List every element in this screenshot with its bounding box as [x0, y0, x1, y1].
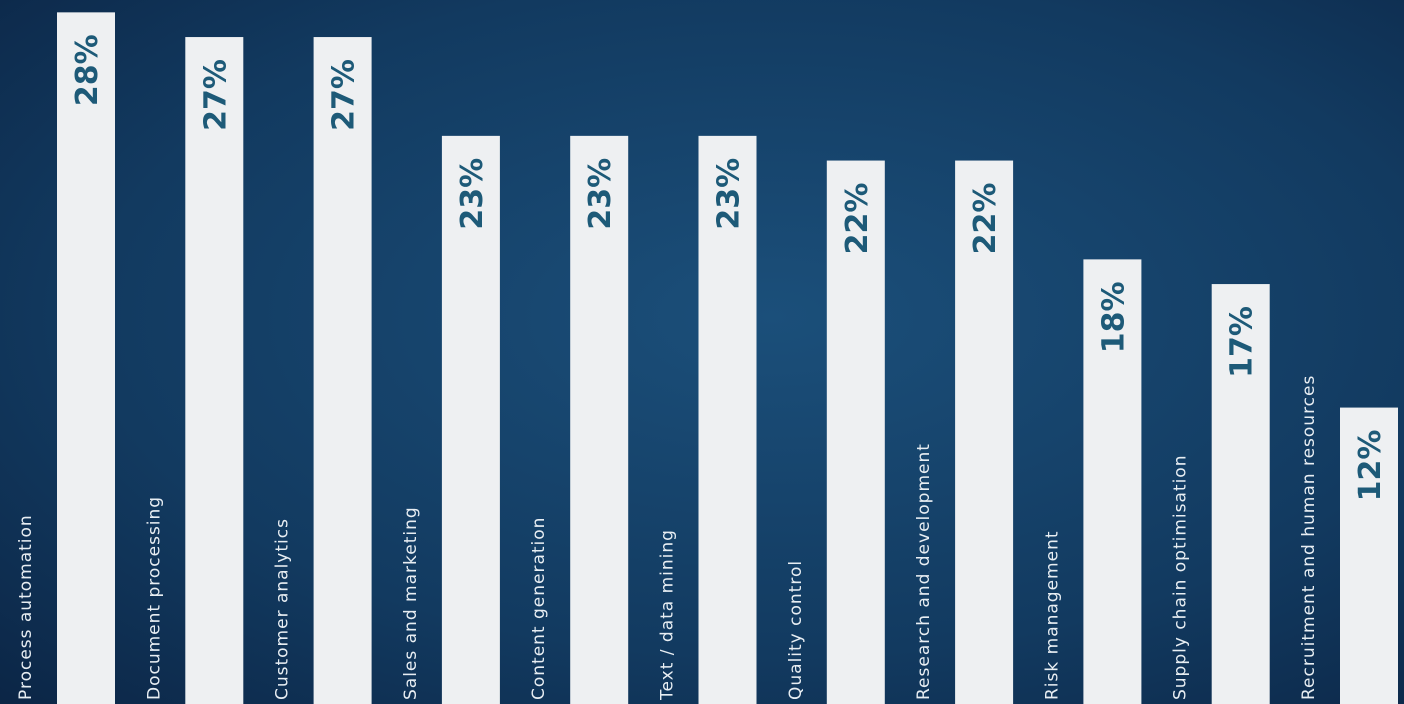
category-label: Text / data mining — [658, 529, 678, 701]
value-label: 27% — [198, 59, 233, 131]
category-label: Recruitment and human resources — [1299, 375, 1319, 700]
category-label: Research and development — [914, 443, 934, 700]
category-label: Document processing — [144, 496, 164, 700]
category-label: Customer analytics — [273, 518, 293, 700]
value-label: 23% — [455, 158, 490, 230]
value-label: 27% — [327, 59, 362, 131]
page: {"chart_data": {"type": "bar", "categori… — [0, 0, 1404, 704]
category-label: Risk management — [1042, 530, 1062, 700]
value-label: 18% — [1096, 281, 1131, 353]
value-label: 22% — [840, 183, 875, 255]
value-label: 17% — [1225, 306, 1260, 378]
category-label: Process automation — [16, 514, 36, 700]
value-label: 23% — [712, 158, 747, 230]
chart: Process automation 28% Document processing… — [0, 0, 1404, 704]
value-label: 22% — [968, 183, 1003, 255]
bar — [314, 37, 372, 704]
category-label: Sales and marketing — [401, 506, 421, 700]
bar — [185, 37, 243, 704]
category-label: Content generation — [529, 517, 549, 700]
value-label: 28% — [70, 34, 105, 106]
bar — [57, 12, 115, 704]
value-label: 23% — [583, 158, 618, 230]
value-label: 12% — [1353, 430, 1388, 502]
category-label: Supply chain optimisation — [1171, 455, 1191, 700]
category-label: Quality control — [786, 560, 806, 700]
